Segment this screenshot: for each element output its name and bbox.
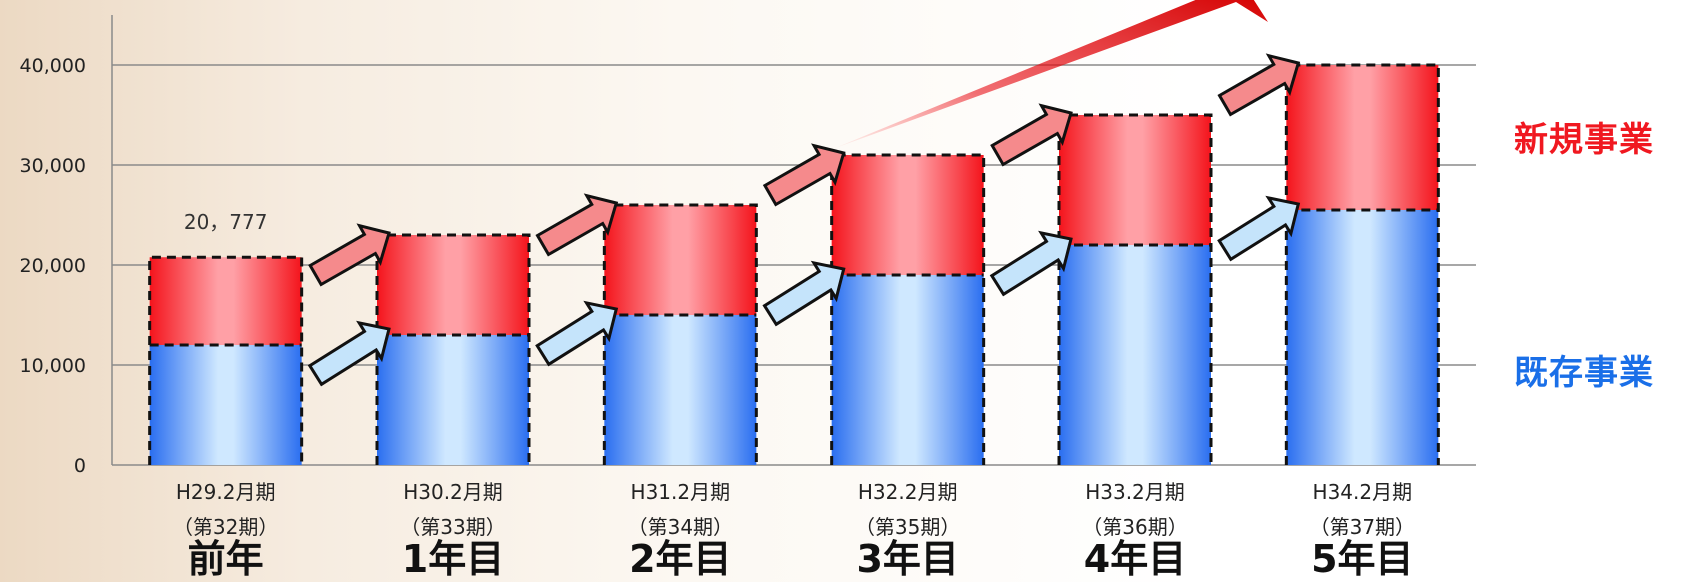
- x-period-label: （第36期）: [1082, 515, 1187, 539]
- bar-new-business: [1059, 115, 1211, 245]
- legend-new-business: 新規事業: [1514, 120, 1654, 160]
- x-period-label: （第37期）: [1310, 515, 1415, 539]
- bar-outline: [1057, 113, 1213, 465]
- arrow-existing-business: [535, 300, 619, 367]
- arrow-existing-business: [989, 230, 1073, 297]
- arrow-new-business: [308, 223, 391, 287]
- y-tick-label: 40,000: [20, 55, 86, 77]
- arrows-layer: [307, 53, 1301, 387]
- bar-outline: [375, 233, 531, 465]
- x-year-label: 前年: [188, 537, 264, 577]
- x-period-label: （第34期）: [628, 515, 733, 539]
- bar-existing-business: [1059, 245, 1211, 465]
- data-label: 20，777: [184, 210, 268, 234]
- bar-existing-business: [149, 345, 302, 465]
- x-tick-label: H29.2月期: [176, 480, 276, 504]
- y-tick-label: 20,000: [20, 255, 86, 277]
- bar-outline: [830, 153, 986, 465]
- x-tick-label: H33.2月期: [1085, 480, 1185, 504]
- y-tick-label: 10,000: [20, 355, 86, 377]
- x-year-label: 3年目: [856, 537, 958, 577]
- x-period-label: （第35期）: [855, 515, 960, 539]
- x-year-label: 5年目: [1311, 537, 1413, 577]
- x-period-label: （第33期）: [400, 515, 505, 539]
- bar-existing-business: [604, 315, 757, 465]
- bar-new-business: [604, 205, 757, 315]
- bars-layer: [148, 63, 1440, 465]
- bar-outline: [602, 203, 758, 465]
- bar-new-business: [831, 155, 984, 275]
- bar-existing-business: [831, 275, 984, 465]
- x-year-label: 1年目: [402, 537, 504, 577]
- y-tick-label: 0: [74, 455, 86, 477]
- y-tick-label: 30,000: [20, 155, 86, 177]
- arrow-existing-business: [762, 260, 846, 327]
- arrow-new-business: [1217, 53, 1301, 117]
- arrow-existing-business: [1217, 195, 1301, 262]
- bar-existing-business: [377, 335, 529, 465]
- x-tick-label: H32.2月期: [858, 480, 958, 504]
- bar-outline: [1284, 63, 1440, 465]
- arrow-existing-business: [307, 320, 391, 387]
- x-period-label: （第32期）: [173, 515, 278, 539]
- bar-new-business: [377, 235, 529, 335]
- legend-existing-business: 既存事業: [1514, 353, 1654, 393]
- bar-existing-business: [1286, 210, 1439, 465]
- arrow-new-business: [535, 193, 619, 257]
- bar-new-business: [149, 257, 302, 345]
- x-tick-label: H31.2月期: [631, 480, 731, 504]
- arrow-new-business: [762, 143, 846, 207]
- x-year-label: 2年目: [629, 537, 731, 577]
- x-tick-label: H30.2月期: [403, 480, 503, 504]
- bar-new-business: [1286, 65, 1439, 210]
- labels-layer: 0 10,000 20,000 30,000 40,000 20，777 H29.2月期 （第…: [20, 55, 1416, 581]
- x-year-label: 4年目: [1084, 537, 1186, 577]
- x-tick-label: H34.2月期: [1313, 480, 1413, 504]
- arrow-new-business: [990, 103, 1073, 167]
